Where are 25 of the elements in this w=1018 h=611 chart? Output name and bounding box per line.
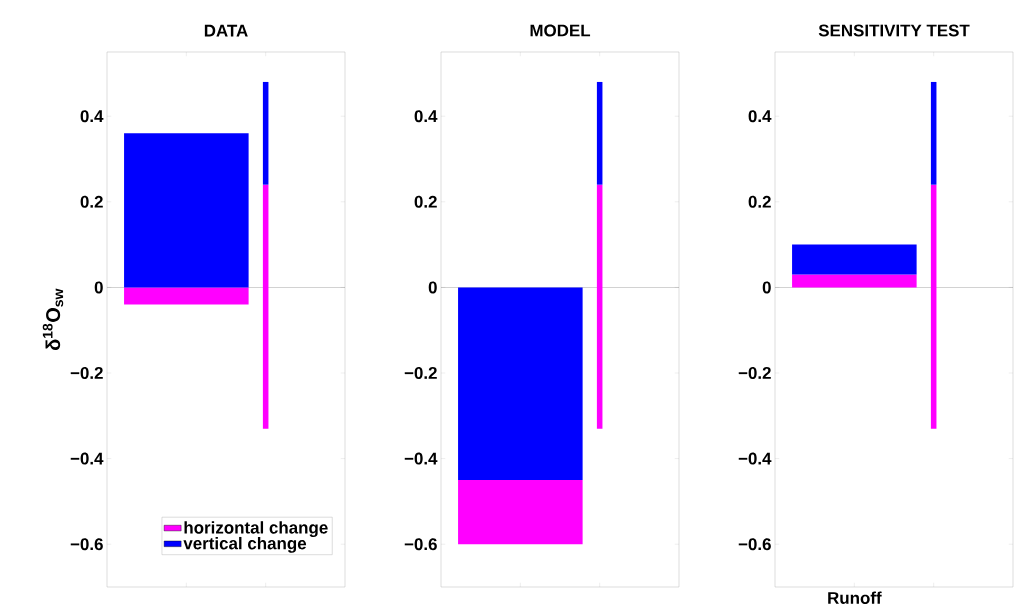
y-tick-label: −0.6 bbox=[70, 538, 103, 551]
y-tick-label: −0.6 bbox=[738, 538, 771, 551]
y-tick-label: −0.2 bbox=[404, 367, 437, 379]
y-tick-label: 0 bbox=[428, 281, 437, 294]
chart-title: DATA bbox=[204, 24, 248, 37]
y-tick-label: 0.2 bbox=[748, 195, 771, 208]
y-axis-title: δ$^{18}$O$_{sw}$ bbox=[42, 288, 64, 350]
legend-label: vertical change bbox=[183, 536, 307, 553]
y-tick-label: −0.2 bbox=[738, 367, 771, 379]
chart-title: SENSITIVITY TEST bbox=[818, 24, 970, 37]
chart-title: MODEL bbox=[530, 24, 591, 37]
legend-label: horizontal change bbox=[184, 521, 328, 538]
y-tick-label: −0.4 bbox=[738, 452, 772, 465]
y-tick-label: 0.2 bbox=[80, 195, 103, 208]
x-tick-label: Runoff bbox=[828, 591, 882, 604]
y-tick-label: −0.2 bbox=[70, 367, 103, 379]
y-tick-label: 0 bbox=[94, 281, 103, 294]
y-tick-label: −0.4 bbox=[70, 452, 104, 465]
y-tick-label: 0 bbox=[762, 281, 771, 294]
y-tick-label: 0.4 bbox=[414, 110, 438, 123]
y-tick-label: 0.4 bbox=[748, 110, 772, 123]
y-tick-label: 0.4 bbox=[80, 110, 104, 123]
y-tick-label: 0.2 bbox=[414, 195, 437, 208]
y-tick-label: −0.6 bbox=[404, 538, 437, 551]
y-tick-label: −0.4 bbox=[404, 452, 438, 465]
